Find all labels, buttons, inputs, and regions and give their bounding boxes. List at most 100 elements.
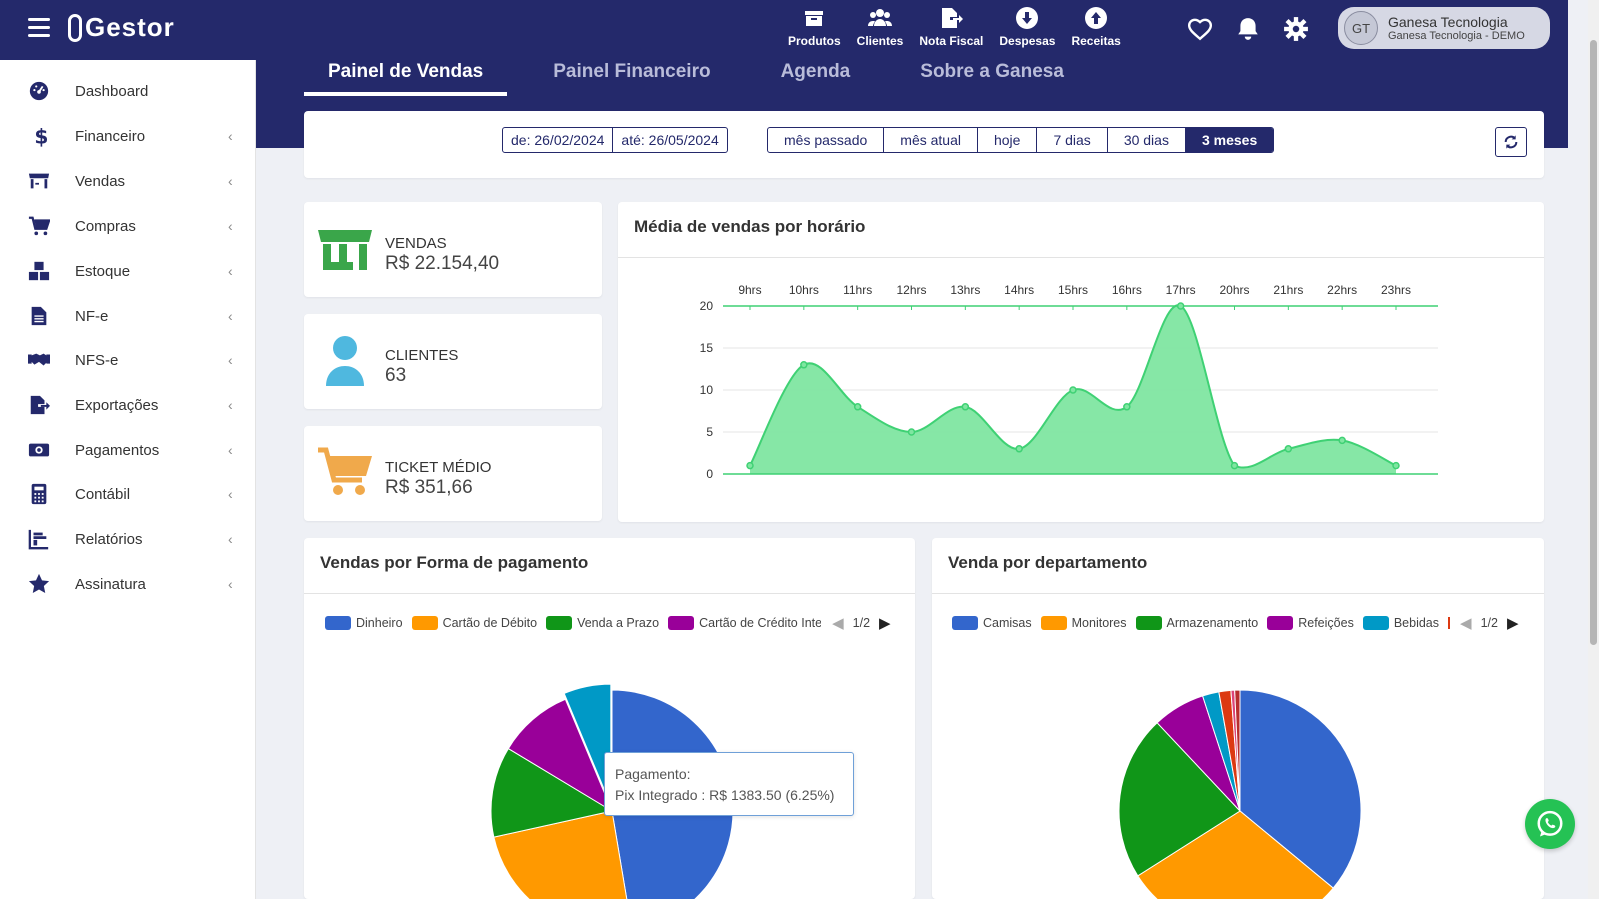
chevron-left-icon: ‹: [228, 531, 233, 547]
scrollbar-thumb[interactable]: [1590, 40, 1597, 645]
top-bar: Gestor Produtos Clientes Nota Fiscal Des…: [0, 0, 1568, 60]
data-point: [1230, 461, 1239, 470]
cart-icon: [318, 447, 372, 495]
legend-swatch: [546, 616, 573, 630]
range-3-meses-button[interactable]: 3 meses: [1184, 128, 1274, 152]
range-30-dias-button[interactable]: 30 dias: [1106, 128, 1185, 152]
sidebar-item-contabil[interactable]: Contábil ‹: [0, 474, 256, 514]
sidebar-item-financeiro[interactable]: $ Financeiro ‹: [0, 116, 256, 156]
chart-title: Média de vendas por horário: [634, 217, 866, 236]
whatsapp-button[interactable]: [1525, 799, 1575, 849]
legend-prev-icon[interactable]: ◀: [832, 615, 844, 632]
legend-pager: ◀ 1/2 ▶: [832, 614, 890, 632]
heart-icon[interactable]: [1187, 16, 1213, 42]
legend-item[interactable]: Refeições: [1267, 616, 1354, 630]
main-tabs: Painel de Vendas Painel Financeiro Agend…: [304, 58, 1110, 96]
x-tick-label: 17hrs: [1166, 283, 1196, 297]
range-mes-atual-button[interactable]: mês atual: [883, 128, 977, 152]
legend-item[interactable]: Cartão de Débito: [411, 616, 537, 630]
topnav-nota-fiscal[interactable]: Nota Fiscal: [911, 6, 991, 48]
x-tick-label: 12hrs: [896, 283, 926, 297]
department-chart-card: Venda por departamento Camisas Monitores…: [932, 538, 1544, 899]
topnav-clientes[interactable]: Clientes: [849, 6, 912, 48]
sidebar-item-nfse[interactable]: NFS-e ‹: [0, 340, 256, 380]
range-hoje-button[interactable]: hoje: [976, 128, 1036, 152]
user-menu[interactable]: GT Ganesa Tecnologia Ganesa Tecnologia -…: [1338, 7, 1550, 49]
arrow-circle-down-icon: [1016, 7, 1039, 29]
app-logo[interactable]: Gestor: [68, 12, 175, 43]
x-tick-label: 20hrs: [1219, 283, 1249, 297]
topnav-receitas[interactable]: Receitas: [1063, 6, 1128, 48]
topnav-despesas[interactable]: Despesas: [991, 6, 1063, 48]
sidebar-item-pagamentos[interactable]: Pagamentos ‹: [0, 430, 256, 470]
range-7-dias-button[interactable]: 7 dias: [1036, 128, 1106, 152]
y-tick-label: 5: [706, 425, 713, 439]
x-tick-label: 16hrs: [1112, 283, 1142, 297]
sidebar-item-compras[interactable]: Compras ‹: [0, 206, 256, 246]
legend-item[interactable]: Bebidas: [1362, 616, 1439, 630]
whatsapp-icon: [1537, 810, 1563, 837]
pie-slice: [1137, 810, 1334, 899]
range-buttons: mês passado mês atual hoje 7 dias 30 dia…: [767, 127, 1275, 153]
legend-swatch: [1362, 616, 1389, 630]
stat-label: TICKET MÉDIO: [385, 459, 492, 476]
legend-item[interactable]: Dinheiro: [325, 616, 403, 630]
data-point: [907, 428, 916, 436]
scrollbar[interactable]: [1588, 0, 1599, 899]
legend-item[interactable]: Camisas: [952, 616, 1032, 630]
chevron-left-icon: ‹: [228, 128, 233, 144]
date-from-input[interactable]: de: 26/02/2024: [511, 132, 605, 148]
store-icon: [318, 230, 372, 270]
sidebar-item-exportacoes[interactable]: Exportações ‹: [0, 385, 256, 425]
range-mes-passado-button[interactable]: mês passado: [784, 132, 868, 148]
legend-item[interactable]: Monitores: [1040, 616, 1127, 630]
stat-card-ticket-medio: TICKET MÉDIO R$ 351,66: [304, 426, 602, 521]
pie-slice: [1118, 722, 1241, 877]
hourly-sales-chart: 0 5 10 15 20 9hrs 10hrs 11hrs 12hrs 13hrs 14hrs 15h…: [700, 283, 1438, 481]
sidebar-item-vendas[interactable]: Vendas ‹: [0, 161, 256, 201]
data-point: [961, 403, 970, 411]
pie-slice: [1234, 689, 1241, 812]
user-name: Ganesa Tecnologia: [1388, 13, 1508, 30]
topnav-produtos[interactable]: Produtos: [780, 6, 849, 48]
payment-pie-chart: [490, 683, 734, 899]
sidebar-item-dashboard[interactable]: Dashboard: [0, 71, 256, 111]
divider: [304, 593, 915, 594]
divider: [618, 257, 1544, 258]
department-pie-chart: [1118, 689, 1362, 899]
data-point: [1338, 436, 1346, 445]
legend-prev-icon[interactable]: ◀: [1460, 615, 1472, 632]
menu-toggle-icon[interactable]: [28, 18, 50, 38]
avatar: GT: [1344, 11, 1378, 45]
tab-agenda[interactable]: Agenda: [780, 61, 851, 82]
bell-icon[interactable]: [1235, 16, 1261, 42]
tab-painel-de-vendas[interactable]: Painel de Vendas: [304, 58, 508, 96]
tab-painel-financeiro[interactable]: Painel Financeiro: [553, 61, 711, 82]
gear-icon[interactable]: [1283, 16, 1309, 42]
chevron-left-icon: ‹: [228, 173, 233, 189]
data-point: [853, 403, 862, 411]
sidebar-item-relatorios[interactable]: Relatórios ‹: [0, 519, 256, 559]
stat-label: CLIENTES: [385, 347, 459, 364]
star-icon: [28, 573, 50, 593]
date-to-input[interactable]: até: 26/05/2024: [612, 128, 726, 152]
sidebar-item-estoque[interactable]: Estoque ‹: [0, 251, 256, 291]
logo-mark-icon: [68, 13, 82, 42]
legend-next-icon[interactable]: ▶: [1506, 615, 1519, 632]
chart-title: Vendas por Forma de pagamento: [320, 553, 589, 572]
dollar-icon: $: [34, 125, 48, 147]
x-tick-label: 9hrs: [738, 283, 761, 297]
sidebar-item-assinatura[interactable]: Assinatura ‹: [0, 564, 256, 604]
legend-item[interactable]: Venda a Prazo: [546, 616, 659, 630]
legend-swatch: [1040, 616, 1067, 630]
arrow-circle-up-icon: [1085, 7, 1108, 29]
handshake-icon: [28, 353, 50, 366]
legend-item[interactable]: Cartão de Crédito Integrado: [668, 616, 821, 630]
tab-sobre-a-ganesa[interactable]: Sobre a Ganesa: [920, 61, 1064, 82]
money-icon: [28, 443, 50, 457]
sidebar-item-nfe[interactable]: NF-e ‹: [0, 296, 256, 336]
legend-item[interactable]: Armazenamento: [1135, 616, 1258, 630]
refresh-button[interactable]: [1495, 127, 1527, 157]
date-filter-card: de: 26/02/2024 até: 26/05/2024 mês passa…: [304, 111, 1544, 178]
legend-next-icon[interactable]: ▶: [879, 615, 891, 632]
